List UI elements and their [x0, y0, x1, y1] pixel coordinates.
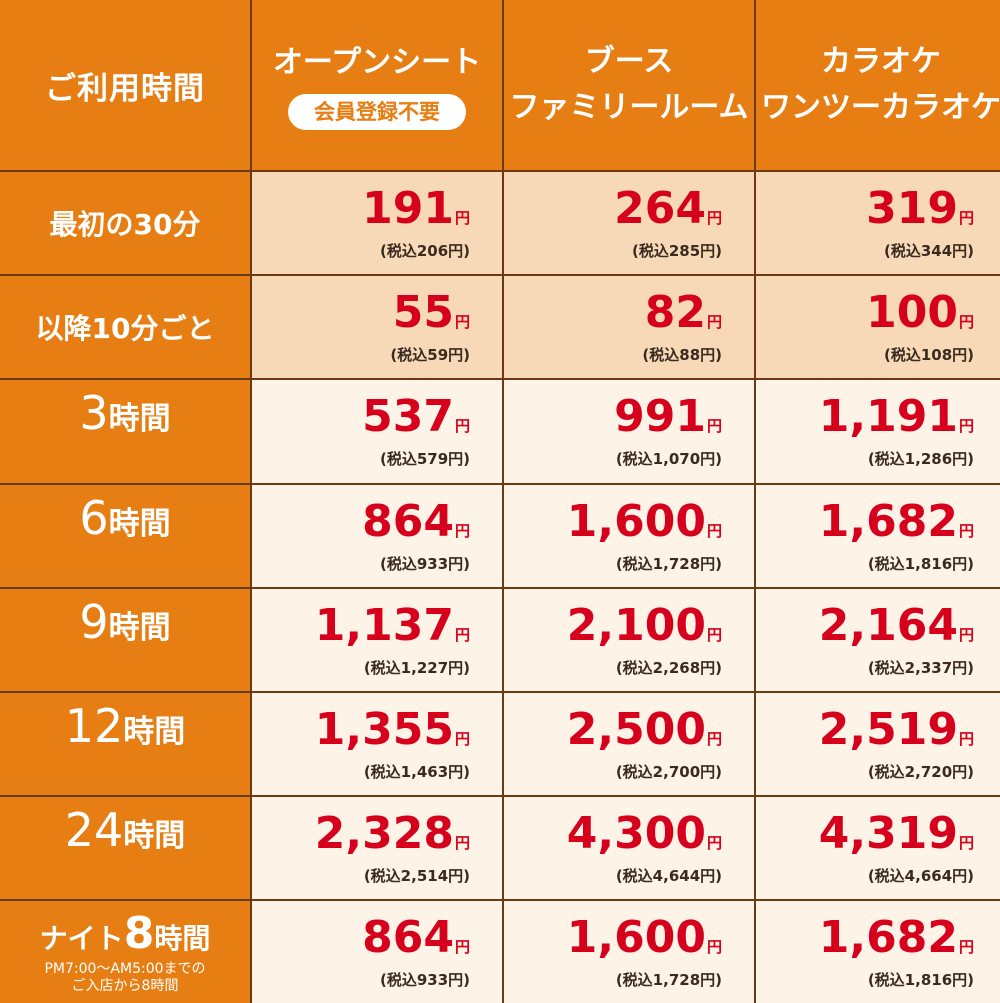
price-value: 2,164円 [818, 599, 974, 651]
price-cell: 1,600円 (税込1,728円) [504, 901, 754, 1003]
tax-included-price: (税込59円) [390, 345, 470, 364]
price-value: 2,500円 [566, 703, 722, 755]
price-value: 991円 [614, 391, 722, 442]
price-value: 1,191円 [818, 391, 974, 442]
price-value: 537円 [362, 391, 470, 442]
corner-header: ご利用時間 [0, 0, 250, 170]
price-value: 264円 [614, 182, 722, 234]
price-value: 864円 [362, 911, 470, 963]
row-label-every-10min: 以降10分ごと [0, 276, 250, 378]
tax-included-price: (税込4,664円) [867, 866, 974, 885]
column-subtitle: ワンツーカラオケ [761, 90, 1000, 125]
tax-included-price: (税込933円) [379, 970, 470, 989]
column-header-booth: ブース ファミリールーム [504, 0, 754, 170]
price-cell: 864円 (税込933円) [252, 485, 502, 587]
row-label-9h: 9 時間 [0, 589, 250, 691]
price-value: 864円 [362, 495, 470, 547]
price-cell: 100円 (税込108円) [756, 276, 1000, 378]
row-label-night-8h: ナイト8時間 PM7:00～AM5:00までの ご入店から8時間 [0, 901, 250, 1003]
price-value: 1,600円 [566, 911, 722, 963]
tax-included-price: (税込108円) [883, 345, 974, 364]
price-value: 4,300円 [566, 807, 722, 859]
tax-included-price: (税込1,070円) [615, 450, 722, 468]
tax-included-price: (税込1,728円) [615, 970, 722, 989]
tax-included-price: (税込1,728円) [615, 554, 722, 573]
tax-included-price: (税込2,700円) [615, 762, 722, 781]
price-value: 4,319円 [818, 807, 974, 859]
price-value: 319円 [866, 182, 974, 234]
price-cell: 2,500円 (税込2,700円) [504, 693, 754, 795]
tax-included-price: (税込4,644円) [615, 866, 722, 885]
tax-included-price: (税込2,337円) [867, 658, 974, 677]
price-value: 100円 [866, 286, 974, 338]
price-cell: 1,191円 (税込1,286円) [756, 380, 1000, 483]
row-label-12h: 12 時間 [0, 693, 250, 795]
price-value: 1,682円 [818, 495, 974, 547]
price-cell: 264円 (税込285円) [504, 172, 754, 274]
price-value: 1,600円 [566, 495, 722, 547]
night-note: ご入店から8時間 [71, 977, 179, 994]
price-cell: 2,328円 (税込2,514円) [252, 797, 502, 899]
row-label-24h: 24 時間 [0, 797, 250, 899]
price-cell: 991円 (税込1,070円) [504, 380, 754, 483]
price-cell: 82円 (税込88円) [504, 276, 754, 378]
price-cell: 537円 (税込579円) [252, 380, 502, 483]
price-cell: 319円 (税込344円) [756, 172, 1000, 274]
price-value: 1,682円 [818, 911, 974, 963]
price-value: 1,355円 [314, 703, 470, 755]
price-cell: 191円 (税込206円) [252, 172, 502, 274]
tax-included-price: (税込88円) [642, 345, 722, 364]
row-label-first-30min: 最初の30分 [0, 172, 250, 274]
membership-not-required-badge: 会員登録不要 [288, 94, 466, 130]
tax-included-price: (税込2,514円) [363, 866, 470, 885]
price-cell: 1,600円 (税込1,728円) [504, 485, 754, 587]
column-title: カラオケ [821, 44, 941, 79]
price-value: 1,137円 [314, 599, 470, 651]
column-header-open-seat: オープンシート 会員登録不要 [252, 0, 502, 170]
row-label-3h: 3 時間 [0, 380, 250, 483]
tax-included-price: (税込579円) [379, 450, 470, 468]
column-title: ブース [584, 44, 674, 79]
tax-included-price: (税込2,720円) [867, 762, 974, 781]
column-title: オープンシート [272, 45, 482, 80]
price-cell: 2,100円 (税込2,268円) [504, 589, 754, 691]
price-value: 2,100円 [566, 599, 722, 651]
price-cell: 55円 (税込59円) [252, 276, 502, 378]
price-cell: 1,682円 (税込1,816円) [756, 901, 1000, 1003]
tax-included-price: (税込206円) [379, 241, 470, 260]
price-cell: 2,519円 (税込2,720円) [756, 693, 1000, 795]
price-value: 191円 [362, 182, 470, 234]
night-note: PM7:00～AM5:00までの [44, 960, 206, 977]
price-cell: 864円 (税込933円) [252, 901, 502, 1003]
price-cell: 4,319円 (税込4,664円) [756, 797, 1000, 899]
tax-included-price: (税込933円) [379, 554, 470, 573]
tax-included-price: (税込1,286円) [867, 450, 974, 468]
price-value: 55円 [392, 286, 470, 338]
row-label-6h: 6 時間 [0, 485, 250, 587]
tax-included-price: (税込285円) [631, 241, 722, 260]
price-cell: 2,164円 (税込2,337円) [756, 589, 1000, 691]
column-subtitle: ファミリールーム [509, 90, 749, 125]
price-cell: 1,137円 (税込1,227円) [252, 589, 502, 691]
tax-included-price: (税込1,227円) [363, 658, 470, 677]
night-title: ナイト8時間 [39, 907, 211, 959]
price-value: 82円 [644, 286, 722, 338]
tax-included-price: (税込2,268円) [615, 658, 722, 677]
price-cell: 1,355円 (税込1,463円) [252, 693, 502, 795]
column-header-karaoke: カラオケ ワンツーカラオケ [756, 0, 1000, 170]
price-value: 2,328円 [314, 807, 470, 859]
price-cell: 4,300円 (税込4,644円) [504, 797, 754, 899]
tax-included-price: (税込1,816円) [867, 970, 974, 989]
tax-included-price: (税込1,816円) [867, 554, 974, 573]
price-cell: 1,682円 (税込1,816円) [756, 485, 1000, 587]
tax-included-price: (税込344円) [883, 241, 974, 260]
price-value: 2,519円 [818, 703, 974, 755]
tax-included-price: (税込1,463円) [363, 762, 470, 781]
